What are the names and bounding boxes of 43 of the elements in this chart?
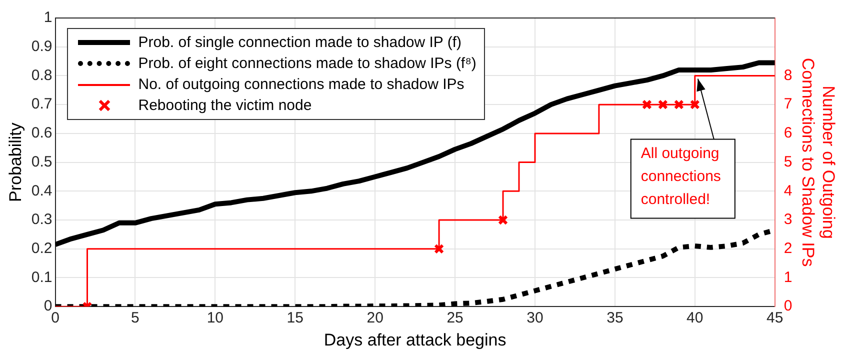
y2-tick-label: 4 [784,182,792,200]
legend-label: Rebooting the victim node [138,96,312,116]
point [690,100,700,110]
x-tick-label: 30 [526,310,544,327]
point [498,214,508,226]
y-tick-label: 0.8 [31,66,52,84]
y2-tick-label: 0 [784,298,792,315]
y-tick-label: 0.3 [31,211,52,228]
y2-tick-label: 3 [784,211,792,228]
y-tick-label: 0.2 [31,240,52,258]
y-tick-label: 0.9 [31,38,52,55]
x-tick-label: 15 [286,310,304,327]
x-tick-label: 10 [206,310,224,327]
x-tick-label: 20 [366,310,384,327]
y-tick-label: 0.4 [31,182,52,200]
y2-tick-label: 6 [784,124,792,142]
legend-label: Prob. of eight connections made to shadow IPs (f⁸) [138,54,476,74]
point [642,100,652,110]
y-tick-label: 0.6 [31,124,52,142]
point [658,100,668,110]
y2-tick-label: 1 [784,268,792,286]
y-tick-label: 0.5 [31,153,52,170]
x-tick-label: 35 [606,310,624,327]
y2-tick-label: 7 [784,96,792,113]
legend-label: No. of outgoing connections made to shadow IPs [138,75,464,95]
point [434,244,444,254]
annotation: All outgoing connections controlled! [640,144,721,208]
y2-tick-label: 8 [784,66,792,84]
y-tick-label: 1 [44,9,52,26]
y-tick-label: 0.1 [31,268,52,286]
y-tick-label: 0.7 [31,96,52,113]
x-tick-label: 25 [446,310,464,327]
y2-axis-title: Number of Outgoing Connections to Shadow IPs [798,58,838,267]
y-axis-title: Probability [6,122,25,202]
y2-tick-label: 5 [784,153,792,170]
y-tick-label: 0 [44,298,52,315]
y2-tick-label: 2 [784,240,792,258]
x-tick-label: 45 [766,310,784,327]
legend-label: Prob. of single connection made to shadow IP (f) [138,33,462,53]
x-tick-label: 5 [131,310,140,327]
x-axis-title: Days after attack begins [324,330,506,350]
point [674,100,684,110]
x-tick-label: 40 [686,310,704,327]
